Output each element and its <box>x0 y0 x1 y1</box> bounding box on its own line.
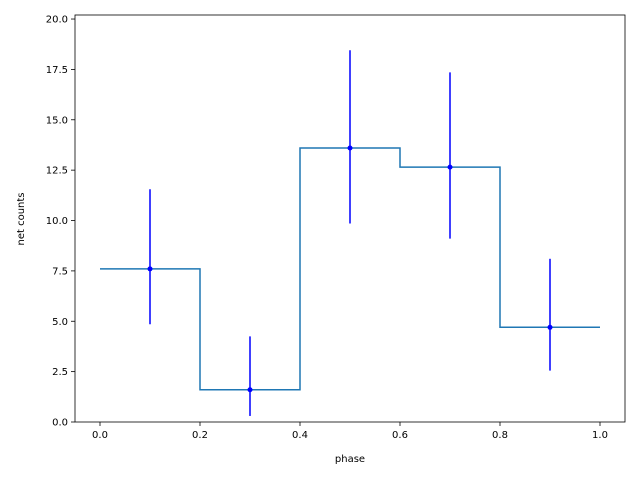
data-point <box>447 164 453 170</box>
data-point <box>547 324 553 330</box>
x-tick-label: 0.6 <box>392 430 408 441</box>
y-tick-label: 5.0 <box>52 317 68 328</box>
y-tick-label: 15.0 <box>46 115 68 126</box>
x-tick-label: 0.8 <box>492 430 508 441</box>
y-tick-label: 2.5 <box>52 367 68 378</box>
y-tick-label: 7.5 <box>52 266 68 277</box>
y-tick-label: 17.5 <box>46 65 68 76</box>
y-tick-label: 12.5 <box>46 166 68 177</box>
x-tick-label: 0.0 <box>92 430 108 441</box>
y-tick-label: 10.0 <box>46 216 68 227</box>
x-tick-label: 0.4 <box>292 430 308 441</box>
x-tick-label: 0.2 <box>192 430 208 441</box>
y-axis-label: net counts <box>16 192 27 245</box>
data-point <box>347 145 353 151</box>
y-tick-label: 20.0 <box>46 15 68 26</box>
data-point <box>147 266 153 272</box>
data-point <box>247 387 253 393</box>
y-tick-label: 0.0 <box>52 418 68 429</box>
plot-area <box>74 14 626 423</box>
x-axis-label: phase <box>335 454 365 465</box>
x-tick-label: 1.0 <box>592 430 608 441</box>
y-axis-ticks: 0.0 2.5 5.0 7.5 10.0 12.5 15.0 17.5 20.0 <box>46 15 75 429</box>
axes-frame <box>74 14 626 423</box>
x-axis-ticks: 0.0 0.2 0.4 0.6 0.8 1.0 <box>92 422 608 441</box>
